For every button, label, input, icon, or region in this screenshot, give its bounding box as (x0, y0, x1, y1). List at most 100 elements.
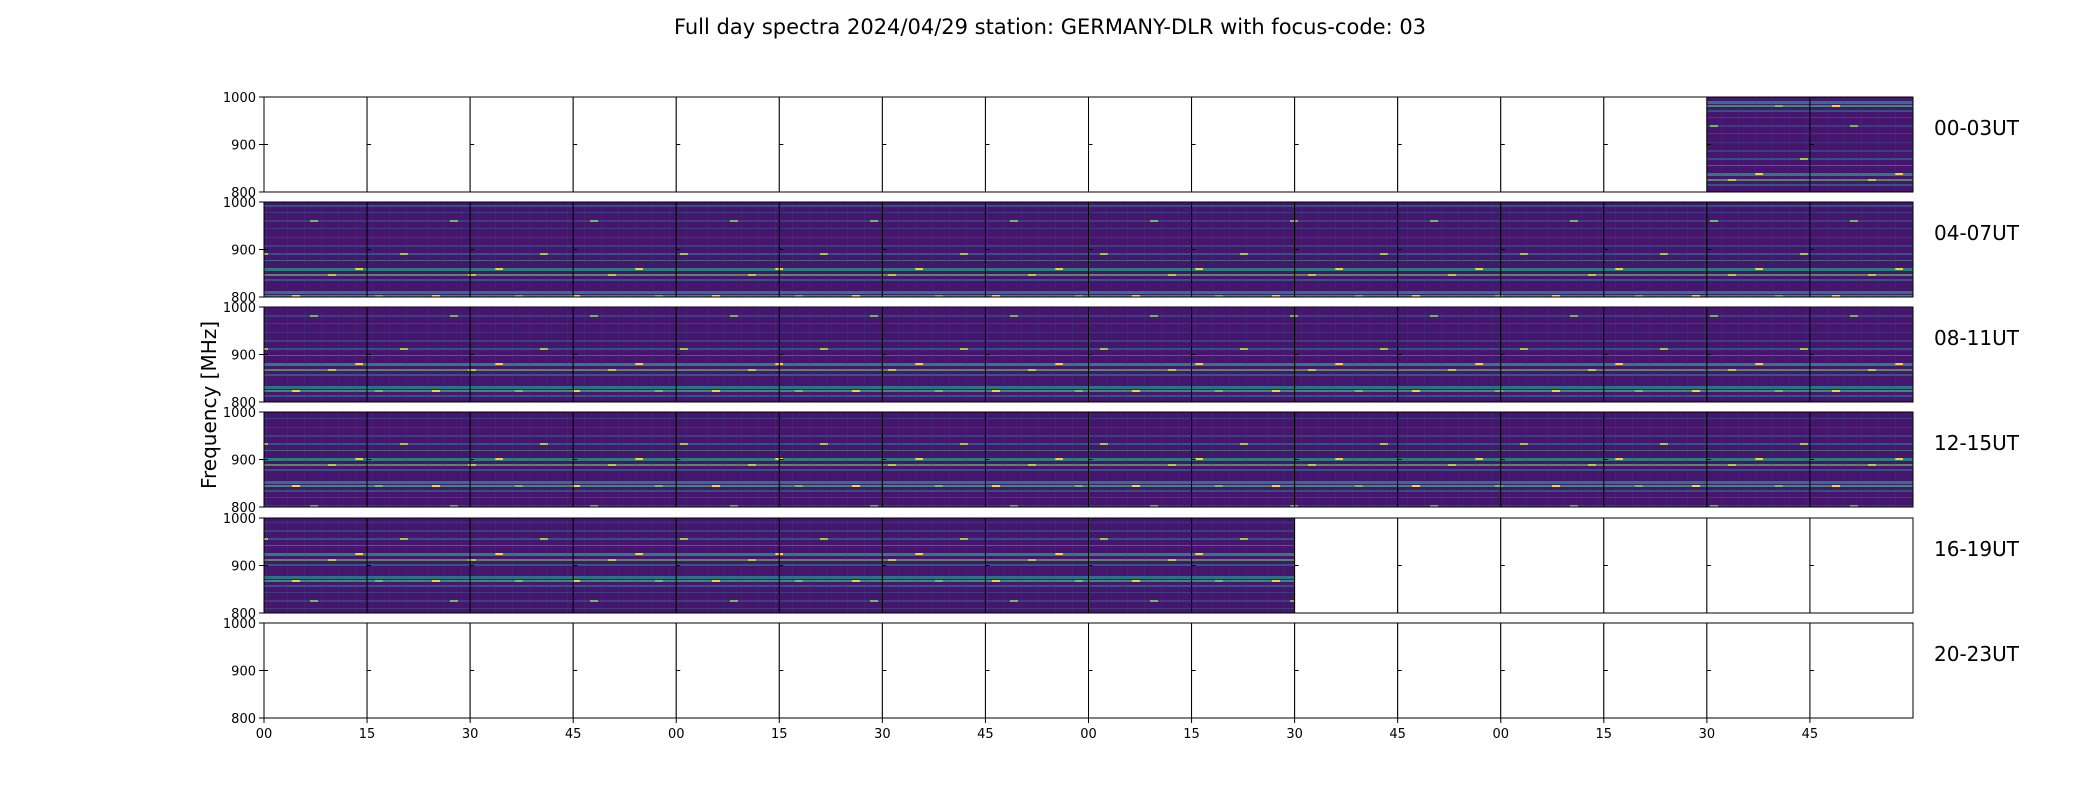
y-tick-label: 800 (231, 501, 256, 516)
spectrum-panel (1397, 201, 1502, 298)
spectrum-panel (1603, 306, 1708, 403)
x-tick-label: 45 (1802, 727, 1819, 742)
spectrum-panel (1294, 517, 1399, 614)
y-tick-label: 900 (231, 454, 256, 469)
row-label: 12-15UT (1934, 431, 2020, 455)
spectrum-panel (1397, 517, 1502, 614)
spectrum-panel (1603, 622, 1708, 719)
spectrum-panel (366, 201, 471, 298)
spectrum-panel (1294, 96, 1399, 193)
spectrum-panel (1397, 622, 1502, 719)
y-tick-label: 1000 (223, 196, 256, 211)
x-tick-label: 15 (1596, 727, 1613, 742)
spectrum-panel (1088, 622, 1193, 719)
y-tick-label: 1000 (223, 512, 256, 527)
spectrum-panel (778, 96, 883, 193)
x-tick-label: 30 (1699, 727, 1716, 742)
row-label: 08-11UT (1934, 326, 2020, 350)
spectrum-panel (1603, 411, 1708, 508)
spectrum-panel (1500, 96, 1605, 193)
spectrum-panel (1500, 517, 1605, 614)
y-tick-label: 800 (231, 186, 256, 201)
spectrum-panel (1500, 411, 1605, 508)
y-tick-label: 800 (231, 396, 256, 411)
y-axis-label: Frequency [MHz] (197, 321, 221, 489)
y-tick-label: 900 (231, 665, 256, 680)
spectrum-panel (366, 306, 471, 403)
spectrum-panel (1706, 622, 1811, 719)
spectrum-panel (1809, 411, 1914, 508)
spectrum-panel (1191, 622, 1296, 719)
row-label: 04-07UT (1934, 221, 2020, 245)
spectrum-panel (881, 411, 986, 508)
spectrum-panel (984, 622, 1089, 719)
y-tick-label: 1000 (223, 301, 256, 316)
y-tick-label: 900 (231, 560, 256, 575)
spectrum-panel (1706, 96, 1811, 193)
spectrum-panel (469, 306, 574, 403)
y-tick-label: 900 (231, 139, 256, 154)
spectrum-panel (1294, 201, 1399, 298)
x-tick-label: 30 (462, 727, 479, 742)
x-tick-label: 00 (256, 727, 273, 742)
y-tick-label: 800 (231, 712, 256, 727)
spectrum-panel (1294, 622, 1399, 719)
plot-area: 800 900 1000 00-03UT 800 900 1000 04-07UT 800 900… (223, 91, 2020, 742)
spectrum-panel (881, 622, 986, 719)
spectrum-panel (469, 517, 574, 614)
spectrum-panel (778, 201, 883, 298)
spectrum-panel (675, 622, 780, 719)
spectrum-panel (1706, 201, 1811, 298)
spectrum-panel (1809, 306, 1914, 403)
spectrum-panel (778, 622, 883, 719)
spectrum-panel (469, 201, 574, 298)
spectrum-panel (1397, 411, 1502, 508)
spectrum-panel (263, 411, 368, 508)
spectrum-panel (1088, 306, 1193, 403)
x-tick-label: 45 (977, 727, 994, 742)
spectrum-panel (263, 306, 368, 403)
spectrum-panel (1603, 96, 1708, 193)
spectrum-panel (1088, 201, 1193, 298)
x-tick-label: 15 (1183, 727, 1200, 742)
spectrum-panel (675, 201, 780, 298)
x-tick-label: 30 (874, 727, 891, 742)
spectrum-panel (984, 201, 1089, 298)
y-tick-label: 1000 (223, 406, 256, 421)
y-tick-label: 900 (231, 244, 256, 259)
spectrum-panel (1500, 201, 1605, 298)
spectrum-panel (1706, 306, 1811, 403)
spectrum-panel (1809, 622, 1914, 719)
spectrum-panel (984, 96, 1089, 193)
spectrum-panel (469, 96, 574, 193)
x-tick-label: 00 (668, 727, 685, 742)
spectrum-panel (1191, 201, 1296, 298)
spectrum-panel (984, 306, 1089, 403)
spectrum-panel (1809, 201, 1914, 298)
spectrum-panel (572, 411, 677, 508)
spectrum-panel (366, 517, 471, 614)
spectrum-panel (572, 96, 677, 193)
spectrum-panel (984, 517, 1089, 614)
spectrum-panel (1397, 306, 1502, 403)
spectrum-panel (675, 517, 780, 614)
spectrum-panel (572, 622, 677, 719)
spectrum-panel (263, 96, 368, 193)
x-tick-label: 00 (1492, 727, 1509, 742)
y-tick-label: 800 (231, 291, 256, 306)
spectrum-panel (1088, 517, 1193, 614)
x-tick-label: 15 (771, 727, 788, 742)
spectrum-panel (881, 96, 986, 193)
spectrum-panel (263, 201, 368, 298)
spectrum-panel (1294, 306, 1399, 403)
spectrum-panel (263, 517, 368, 614)
spectrum-panel (366, 411, 471, 508)
x-tick-label: 00 (1080, 727, 1097, 742)
spectrum-panel (1088, 96, 1193, 193)
spectrum-panel (1603, 201, 1708, 298)
spectrum-panel (1191, 306, 1296, 403)
x-tick-label: 45 (1389, 727, 1406, 742)
spectrum-panel (1706, 411, 1811, 508)
x-tick-label: 45 (565, 727, 582, 742)
